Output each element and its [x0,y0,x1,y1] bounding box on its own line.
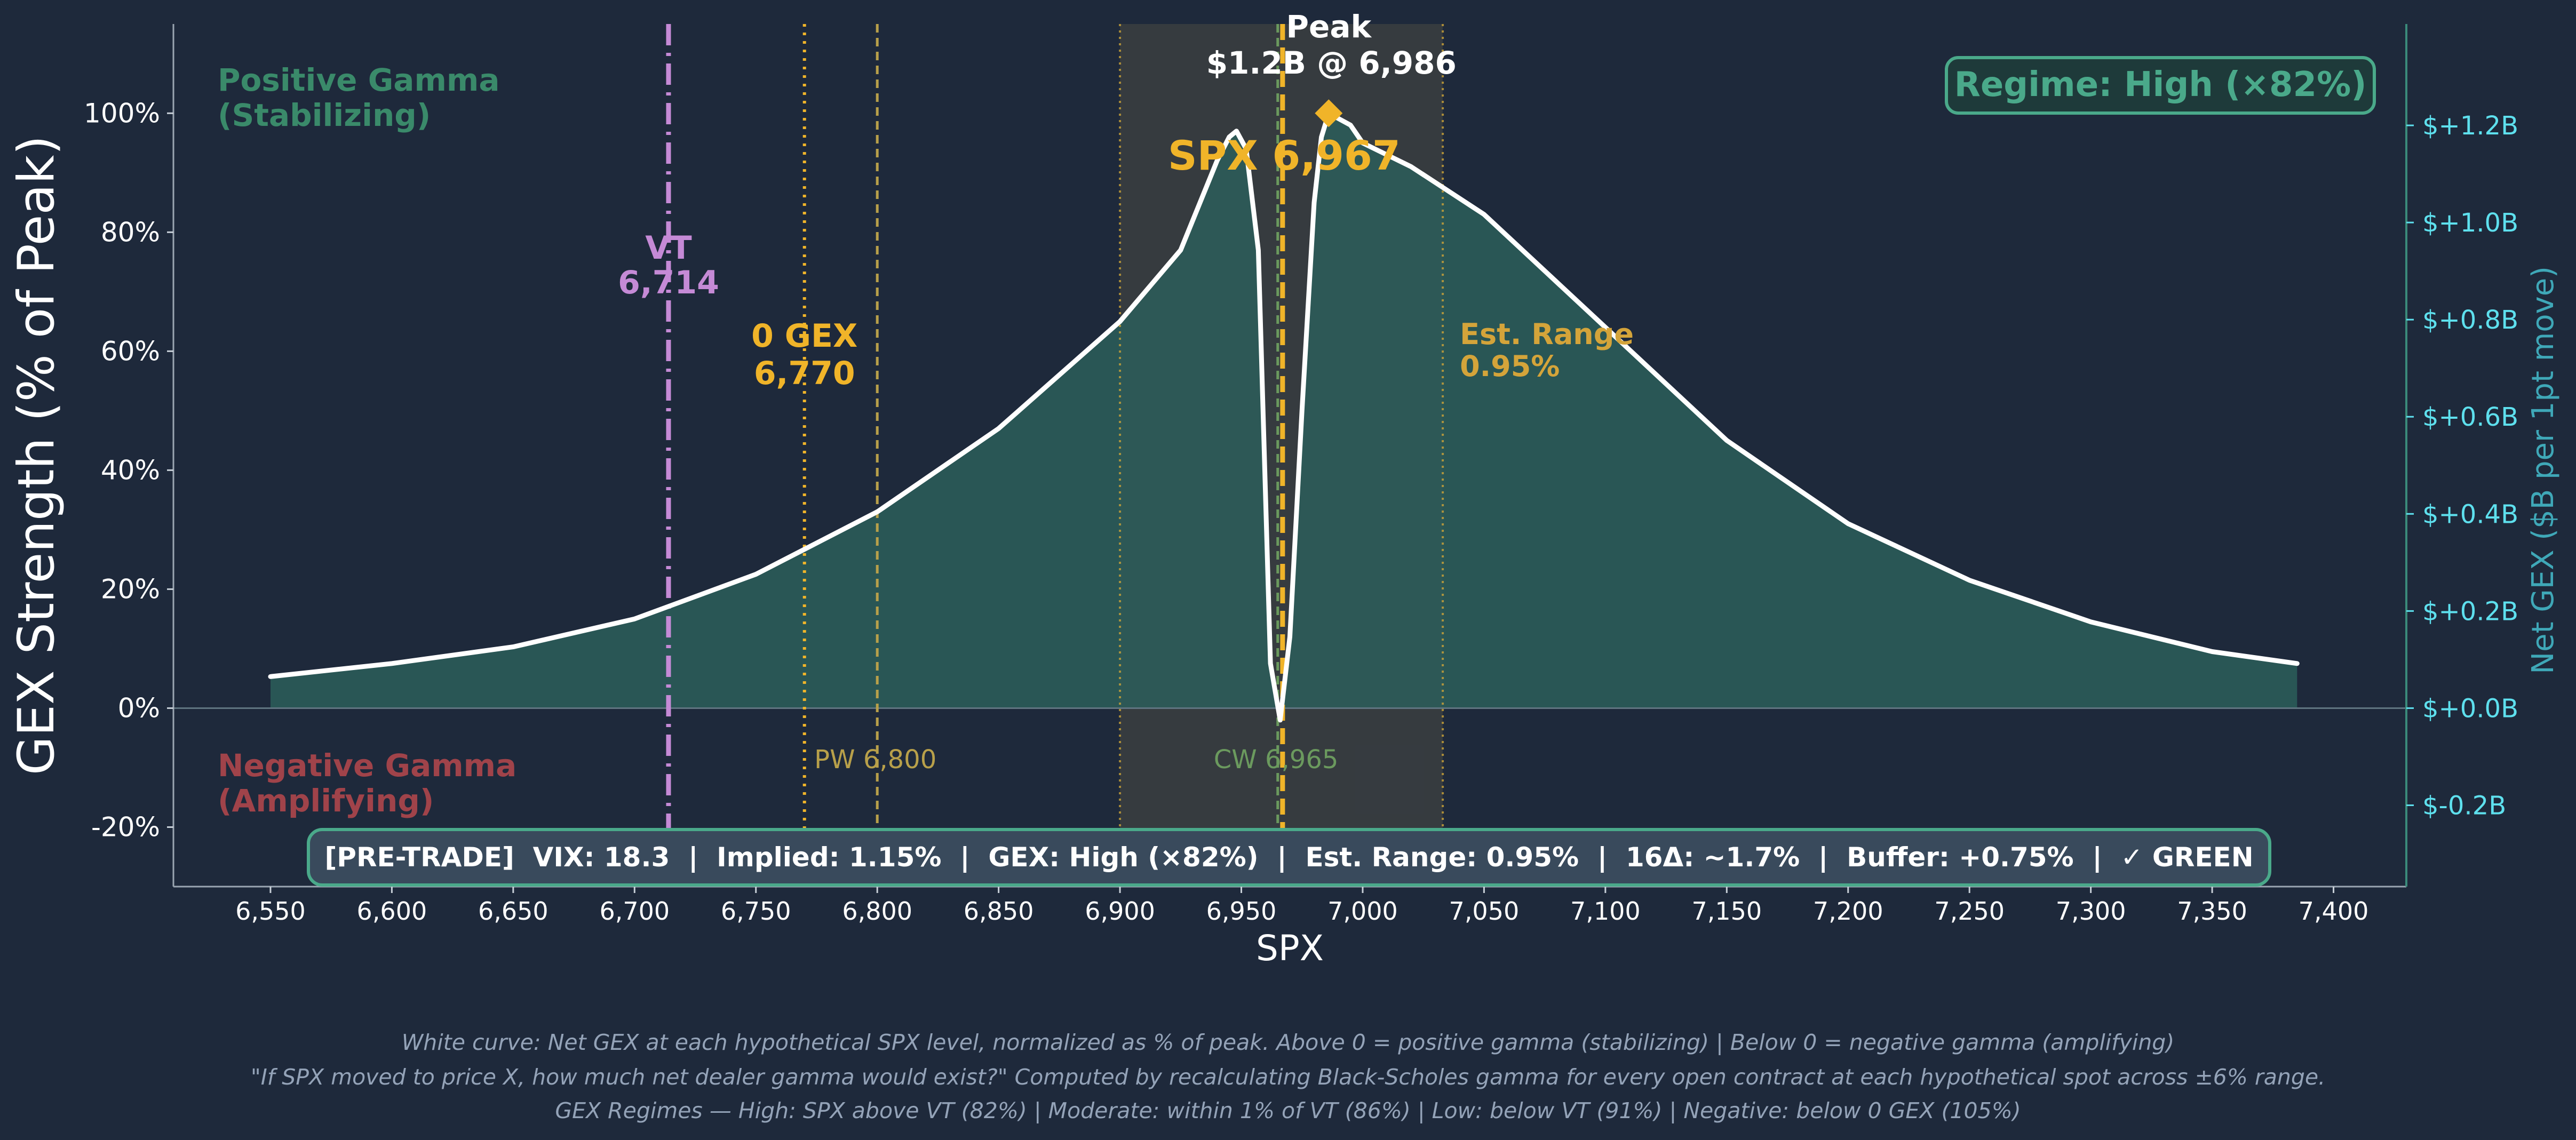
x-tick-label: 6,650 [478,897,548,926]
x-tick-label: 6,600 [357,897,427,926]
x-tick-label: 6,950 [1206,897,1277,926]
x-axis-label: SPX [1256,928,1324,969]
x-tick-label: 7,000 [1327,897,1398,926]
y-tick-label: 100% [84,98,160,129]
vt-value-label: 6,714 [618,264,719,301]
y2-tick-label: $+0.2B [2422,596,2518,626]
call-wall-label: CW 6,965 [1214,745,1339,775]
y-tick-label: -20% [91,811,160,842]
x-tick-label: 6,800 [842,897,912,926]
positive-gamma-label: Positive Gamma (Stabilizing) [218,62,499,133]
footnote-line-3: GEX Regimes — High: SPX above VT (82%) |… [555,1098,2021,1123]
y2-tick-label: $-0.2B [2422,791,2506,821]
spx-label: SPX 6,967 [1168,132,1401,179]
x-tick-label: 6,750 [721,897,791,926]
x-tick-label: 6,700 [599,897,670,926]
x-tick-label: 7,050 [1449,897,1520,926]
put-wall-label: PW 6,800 [814,745,936,775]
x-tick-label: 6,850 [964,897,1034,926]
x-tick-label: 6,900 [1085,897,1155,926]
zero-gex-label: 0 GEX [751,317,857,355]
footnote-line-2: "If SPX moved to price X, how much net d… [250,1064,2326,1090]
y-axis-label: GEX Strength (% of Peak) [7,135,66,775]
y2-tick-label: $+0.0B [2422,693,2518,723]
zero-gex-value-label: 6,770 [754,355,855,392]
footnote-line-1: White curve: Net GEX at each hypothetica… [401,1030,2175,1055]
x-tick-label: 7,300 [2056,897,2126,926]
y2-tick-label: $+0.6B [2422,402,2518,432]
x-tick-label: 7,150 [1691,897,1762,926]
pretrade-text: [PRE-TRADE] VIX: 18.3 | Implied: 1.15% |… [324,842,2253,873]
y2-tick-label: $+0.4B [2422,499,2518,529]
regime-badge-box [1945,56,2376,115]
regime-badge-text: Regime: High (×82%) [1954,65,2367,105]
y2-tick-label: $+1.2B [2422,111,2518,141]
gex-curve [268,110,2300,723]
negative-gamma-label: Negative Gamma (Amplifying) [218,747,516,819]
est-range-label: Est. Range [1460,317,1634,351]
gex-chart: 6,550 6,600 6,650 6,700 6,750 6,800 6,850 6,900… [7,9,2561,969]
y2-tick-label: $+1.0B [2422,208,2518,238]
x-tick-label: 6,550 [235,897,306,926]
gex-area-fill [271,113,2297,720]
pretrade-box [307,828,2271,887]
y-tick-label: 0% [118,692,160,723]
x-tick-label: 7,250 [1934,897,2005,926]
y-tick-label: 40% [101,455,160,485]
y-tick-label: 20% [101,573,160,604]
y-tick-label: 60% [101,336,160,366]
y2-tick-label: $+0.8B [2422,305,2518,335]
peak-marker [1315,99,1343,127]
x-tick-label: 7,350 [2177,897,2247,926]
peak-value-label: $1.2B @ 6,986 [1206,45,1457,81]
y-tick-label: 80% [101,217,160,248]
est-range-value: 0.95% [1460,349,1560,383]
peak-label: Peak [1286,9,1372,45]
x-tick-label: 7,100 [1570,897,1641,926]
x-tick-label: 7,400 [2299,897,2369,926]
x-tick-label: 7,200 [1813,897,1883,926]
vt-label: VT [645,229,691,267]
y2-axis-label: Net GEX ($B per 1pt move) [2526,266,2561,674]
